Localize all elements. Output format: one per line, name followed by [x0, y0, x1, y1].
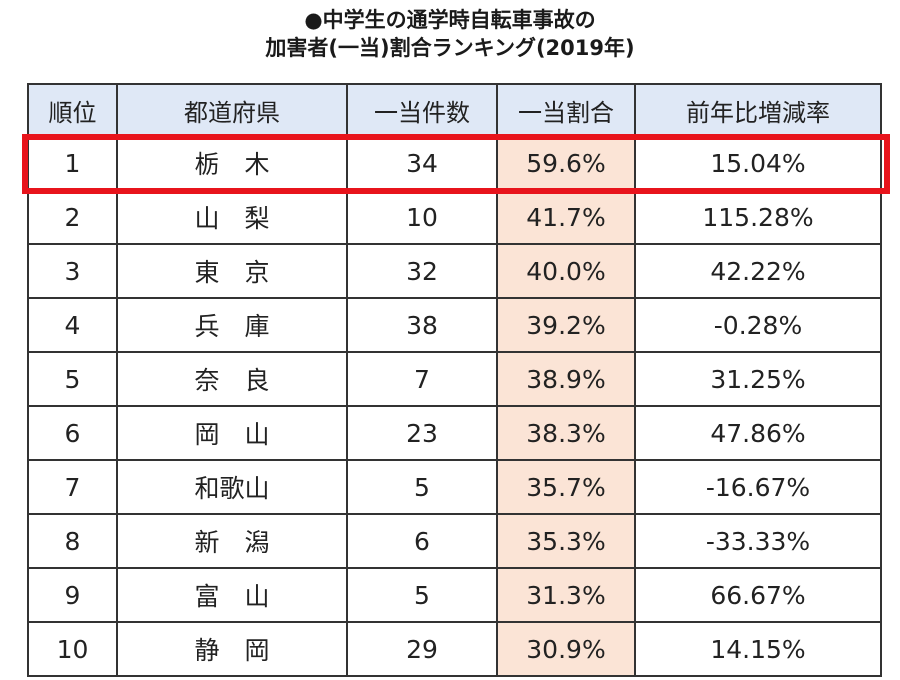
change-cell: 42.22% — [634, 243, 882, 299]
rank-cell: 10 — [27, 621, 118, 677]
prefecture-cell: 兵 庫 — [116, 297, 348, 353]
table-header-row: 順位 都道府県 一当件数 一当割合 前年比増減率 — [27, 83, 882, 137]
count-cell: 5 — [346, 567, 498, 623]
change-cell: 15.04% — [634, 135, 882, 191]
prefecture-cell: 和歌山 — [116, 459, 348, 515]
prefecture-cell: 奈 良 — [116, 351, 348, 407]
header-change: 前年比増減率 — [634, 83, 882, 137]
rank-cell: 7 — [27, 459, 118, 515]
table-row: 8 新 潟 6 35.3% -33.33% — [27, 513, 882, 569]
prefecture-cell: 新 潟 — [116, 513, 348, 569]
prefecture-cell: 富 山 — [116, 567, 348, 623]
rank-cell: 5 — [27, 351, 118, 407]
change-cell: 66.67% — [634, 567, 882, 623]
rank-cell: 8 — [27, 513, 118, 569]
page-title: ●中学生の通学時自転車事故の 加害者(一当)割合ランキング(2019年) — [0, 6, 900, 62]
table-row: 1 栃 木 34 59.6% 15.04% — [27, 135, 882, 191]
header-ratio: 一当割合 — [496, 83, 636, 137]
ratio-cell: 39.2% — [496, 297, 636, 353]
rank-cell: 3 — [27, 243, 118, 299]
change-cell: 14.15% — [634, 621, 882, 677]
rank-cell: 6 — [27, 405, 118, 461]
table-row: 4 兵 庫 38 39.2% -0.28% — [27, 297, 882, 353]
change-cell: 31.25% — [634, 351, 882, 407]
change-cell: 115.28% — [634, 189, 882, 245]
table-row: 5 奈 良 7 38.9% 31.25% — [27, 351, 882, 407]
table-row: 6 岡 山 23 38.3% 47.86% — [27, 405, 882, 461]
count-cell: 23 — [346, 405, 498, 461]
table-row: 2 山 梨 10 41.7% 115.28% — [27, 189, 882, 245]
prefecture-cell: 静 岡 — [116, 621, 348, 677]
count-cell: 7 — [346, 351, 498, 407]
title-line-1: ●中学生の通学時自転車事故の — [304, 8, 596, 32]
prefecture-cell: 岡 山 — [116, 405, 348, 461]
change-cell: -16.67% — [634, 459, 882, 515]
prefecture-cell: 東 京 — [116, 243, 348, 299]
change-cell: -33.33% — [634, 513, 882, 569]
table-row: 9 富 山 5 31.3% 66.67% — [27, 567, 882, 623]
prefecture-cell: 山 梨 — [116, 189, 348, 245]
header-count: 一当件数 — [346, 83, 498, 137]
ratio-cell: 38.9% — [496, 351, 636, 407]
table-row: 7 和歌山 5 35.7% -16.67% — [27, 459, 882, 515]
count-cell: 29 — [346, 621, 498, 677]
header-prefecture: 都道府県 — [116, 83, 348, 137]
rank-cell: 2 — [27, 189, 118, 245]
rank-cell: 4 — [27, 297, 118, 353]
change-cell: 47.86% — [634, 405, 882, 461]
table-row: 10 静 岡 29 30.9% 14.15% — [27, 621, 882, 677]
table-row: 3 東 京 32 40.0% 42.22% — [27, 243, 882, 299]
ratio-cell: 41.7% — [496, 189, 636, 245]
ratio-cell: 38.3% — [496, 405, 636, 461]
count-cell: 38 — [346, 297, 498, 353]
ratio-cell: 30.9% — [496, 621, 636, 677]
ranking-table: 順位 都道府県 一当件数 一当割合 前年比増減率 1 栃 木 34 59.6% … — [27, 83, 882, 677]
title-line-2: 加害者(一当)割合ランキング(2019年) — [265, 36, 635, 60]
rank-cell: 1 — [27, 135, 118, 191]
count-cell: 5 — [346, 459, 498, 515]
count-cell: 32 — [346, 243, 498, 299]
ratio-cell: 35.7% — [496, 459, 636, 515]
change-cell: -0.28% — [634, 297, 882, 353]
prefecture-cell: 栃 木 — [116, 135, 348, 191]
ratio-cell: 35.3% — [496, 513, 636, 569]
count-cell: 10 — [346, 189, 498, 245]
rank-cell: 9 — [27, 567, 118, 623]
count-cell: 6 — [346, 513, 498, 569]
count-cell: 34 — [346, 135, 498, 191]
header-rank: 順位 — [27, 83, 118, 137]
ratio-cell: 31.3% — [496, 567, 636, 623]
ratio-cell: 59.6% — [496, 135, 636, 191]
ratio-cell: 40.0% — [496, 243, 636, 299]
